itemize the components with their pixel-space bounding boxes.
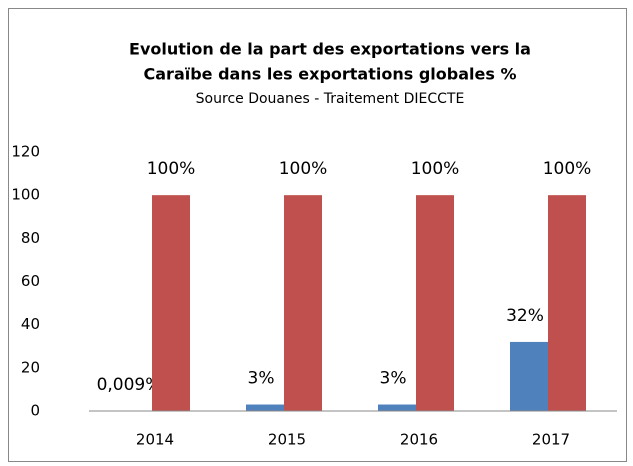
y-tick-label: 40 — [21, 315, 40, 333]
data-label: 100% — [411, 159, 460, 179]
bar — [246, 404, 284, 411]
data-label: 0,009% — [97, 375, 162, 395]
x-tick-label: 2016 — [400, 431, 438, 449]
data-label: 3% — [380, 369, 407, 389]
data-label: 100% — [147, 159, 196, 179]
bar — [548, 195, 586, 411]
x-tick-label: 2015 — [268, 431, 306, 449]
y-tick-label: 120 — [11, 143, 40, 161]
chart-title: Caraïbe dans les exportations globales % — [144, 65, 517, 84]
bar — [378, 404, 416, 411]
data-label: 100% — [543, 159, 592, 179]
data-label: 32% — [506, 306, 544, 326]
data-label: 3% — [248, 369, 275, 389]
data-label: 100% — [279, 159, 328, 179]
y-tick-label: 0 — [30, 402, 40, 420]
x-tick-label: 2014 — [136, 431, 174, 449]
y-tick-label: 20 — [21, 358, 40, 376]
bar — [510, 341, 548, 411]
y-tick-label: 60 — [21, 272, 40, 290]
bar — [416, 195, 454, 411]
x-tick-label: 2017 — [532, 431, 570, 449]
chart-subtitle: Source Douanes - Traitement DIECCTE — [196, 91, 465, 107]
y-tick-label: 100 — [11, 186, 40, 204]
bar — [152, 195, 190, 411]
y-tick-label: 80 — [21, 229, 40, 247]
bar — [284, 195, 322, 411]
chart-title: Evolution de la part des exportations ve… — [129, 40, 531, 59]
